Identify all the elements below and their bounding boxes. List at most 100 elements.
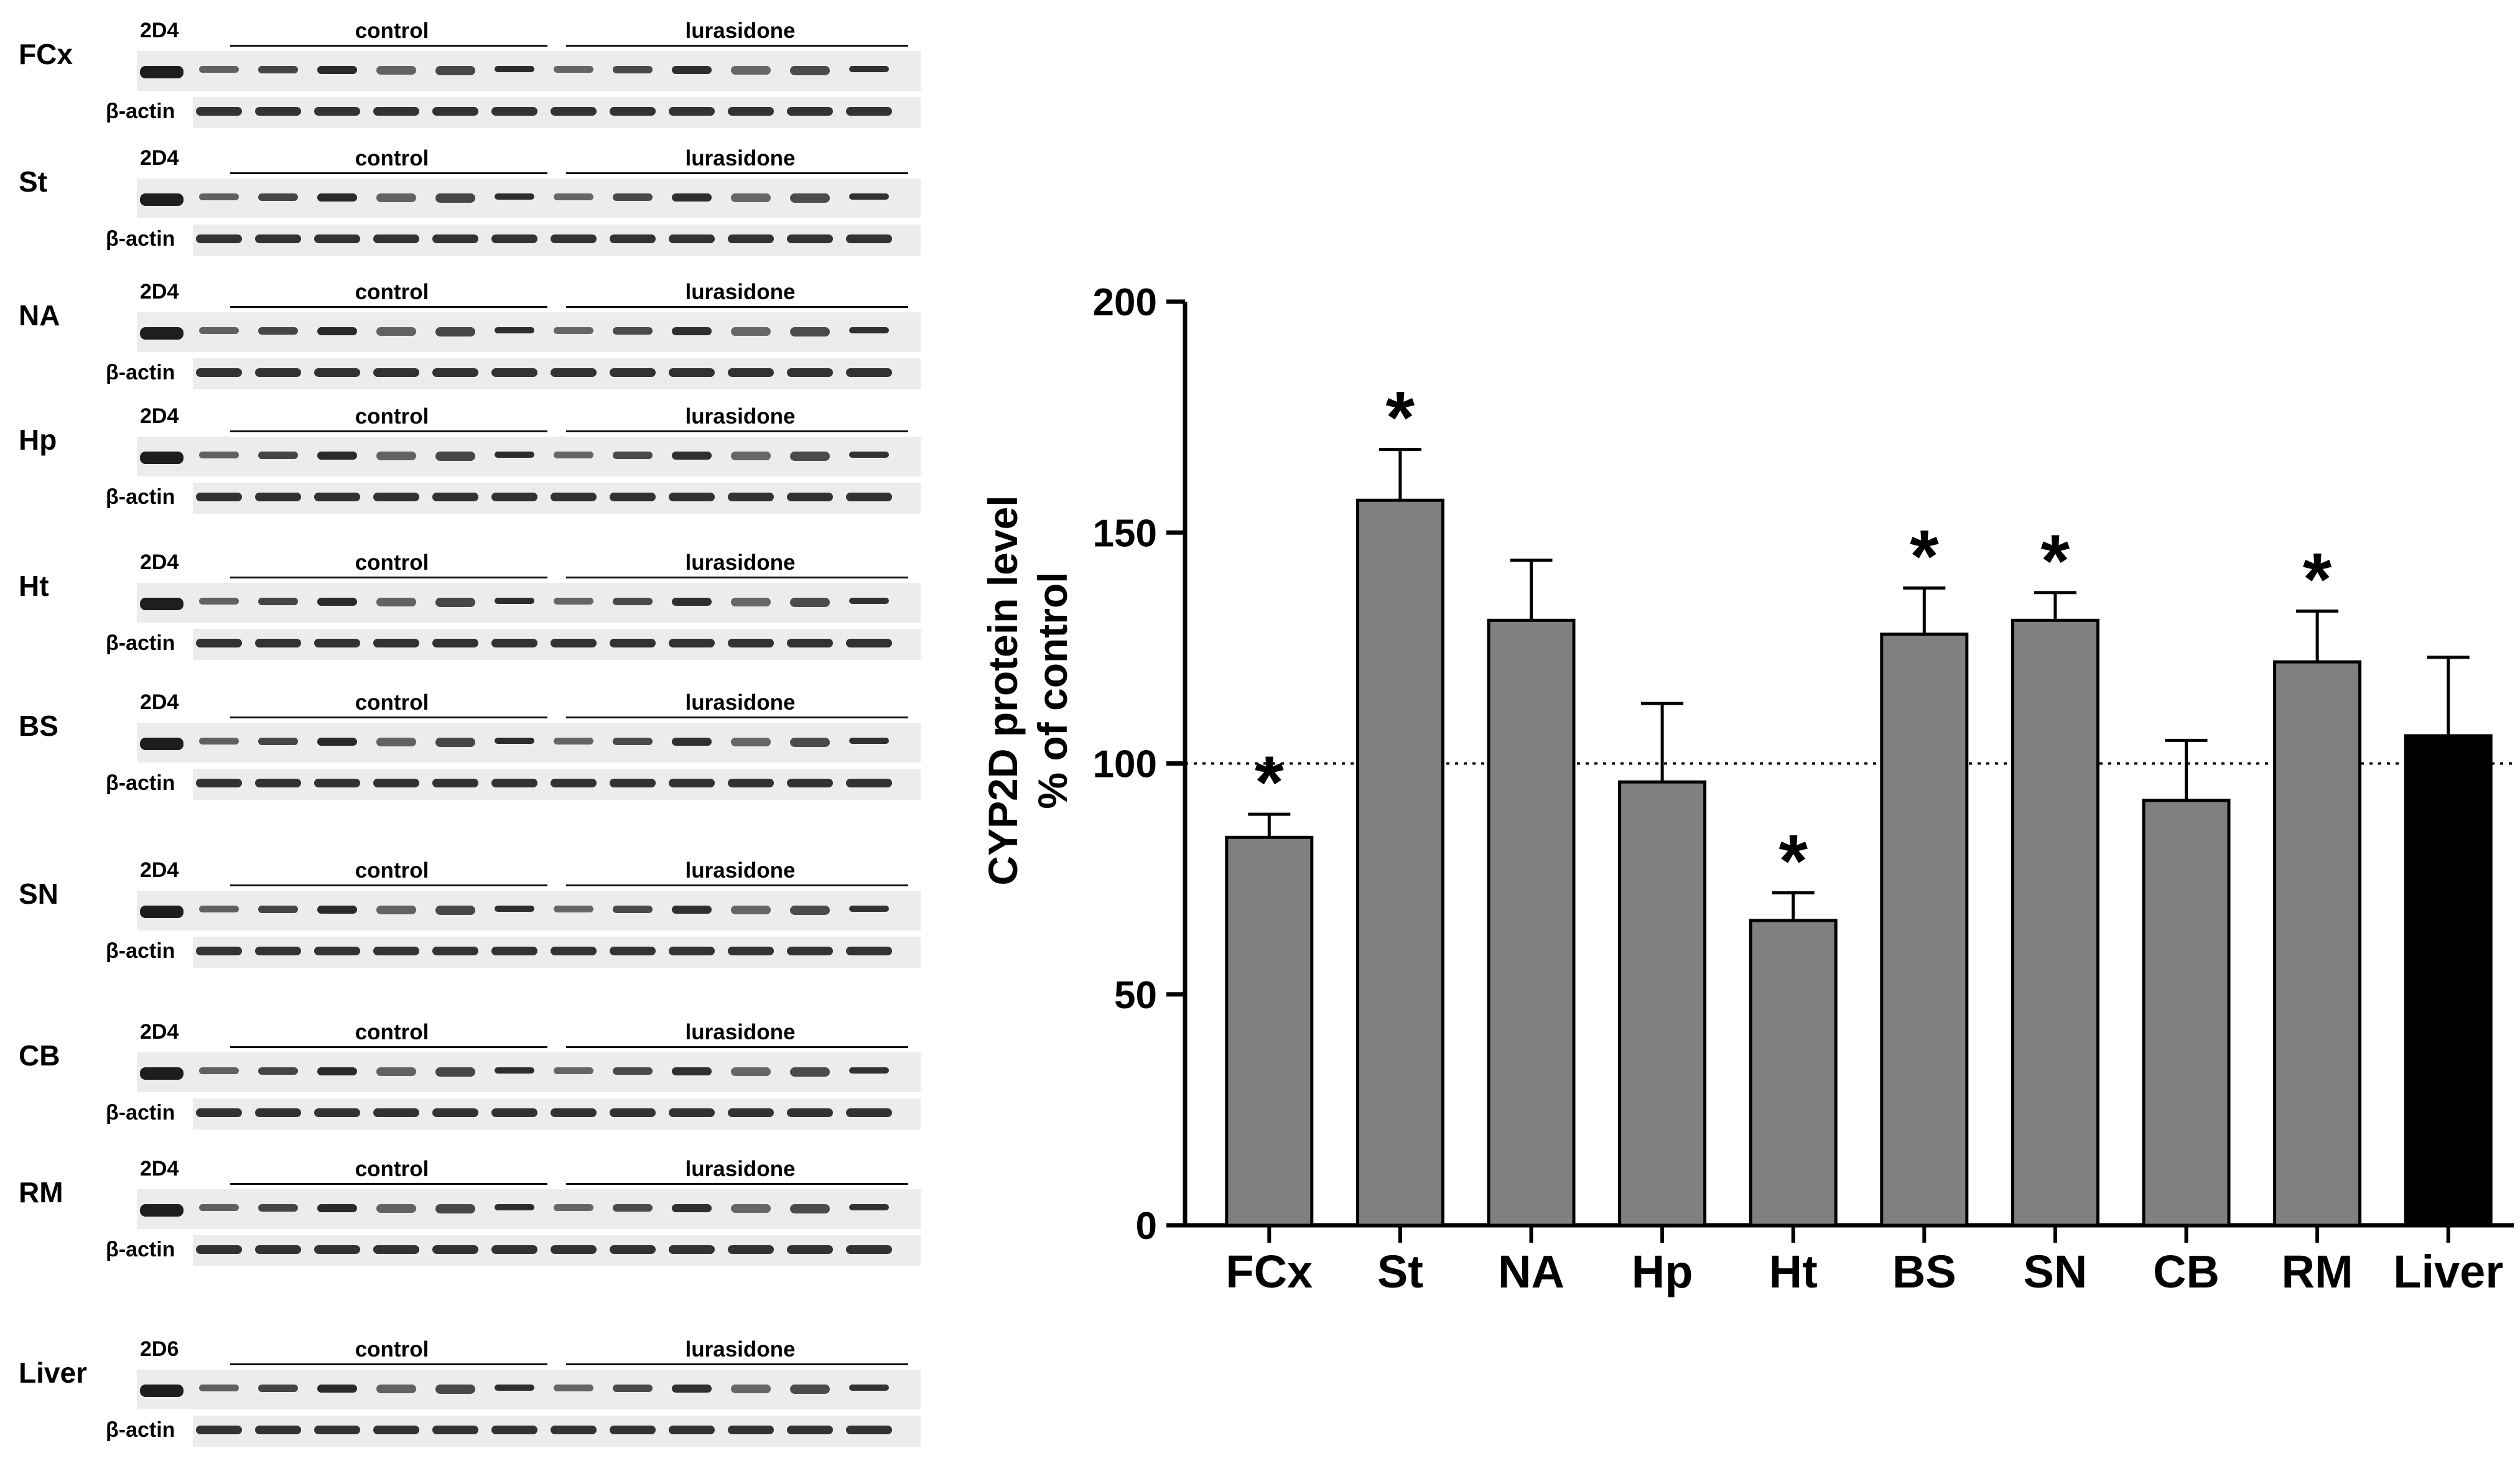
actin-band bbox=[551, 1245, 597, 1254]
blot-group-label-control: control bbox=[355, 1020, 429, 1044]
blot-band bbox=[376, 66, 416, 75]
actin-band bbox=[787, 234, 833, 243]
actin-band bbox=[846, 107, 892, 116]
blot-band bbox=[554, 598, 593, 605]
actin-band bbox=[432, 493, 478, 501]
blot-group-label-lurasidone: lurasidone bbox=[685, 19, 796, 43]
bar bbox=[1880, 633, 1969, 1227]
actin-band bbox=[432, 639, 478, 647]
actin-band bbox=[314, 107, 360, 116]
blot-band bbox=[376, 1067, 416, 1076]
blot-actin-label: β-actin bbox=[106, 771, 175, 795]
actin-band bbox=[491, 1426, 537, 1434]
actin-band bbox=[551, 107, 597, 116]
blot-band bbox=[554, 738, 593, 745]
blot-band bbox=[199, 738, 239, 745]
actin-band bbox=[551, 493, 597, 501]
actin-band bbox=[432, 1245, 478, 1254]
actin-band bbox=[610, 368, 656, 377]
actin-band bbox=[610, 493, 656, 501]
actin-band bbox=[669, 779, 715, 787]
blot-band bbox=[554, 452, 593, 458]
blot-group-label-control: control bbox=[355, 858, 429, 883]
blot-band bbox=[554, 1385, 593, 1391]
blot-band bbox=[672, 906, 712, 914]
actin-band bbox=[669, 234, 715, 243]
x-tick-label: Liver bbox=[2393, 1246, 2503, 1297]
actin-band bbox=[432, 779, 478, 787]
actin-band bbox=[432, 1426, 478, 1434]
blot-band bbox=[790, 906, 830, 915]
blot-band bbox=[495, 193, 534, 200]
actin-band bbox=[432, 368, 478, 377]
blot-group-line-lurasidone bbox=[566, 306, 908, 308]
actin-band bbox=[255, 234, 301, 243]
blot-band bbox=[672, 738, 712, 746]
blot-group-line-lurasidone bbox=[566, 1363, 908, 1365]
blot-band bbox=[199, 66, 239, 73]
blot-group-label-lurasidone: lurasidone bbox=[685, 1157, 796, 1181]
actin-band bbox=[373, 1426, 419, 1434]
actin-band bbox=[787, 947, 833, 955]
actin-band bbox=[196, 234, 242, 243]
blot-antibody-label: 2D4 bbox=[140, 858, 179, 882]
actin-band bbox=[610, 1426, 656, 1434]
blot-band bbox=[495, 598, 534, 604]
actin-band bbox=[432, 1108, 478, 1117]
blot-band bbox=[435, 906, 475, 915]
blot-region-label: NA bbox=[19, 299, 60, 332]
blot-band bbox=[613, 1204, 653, 1212]
blot-band bbox=[554, 327, 593, 334]
actin-band bbox=[314, 493, 360, 501]
blot-band bbox=[672, 452, 712, 460]
blot-group-label-lurasidone: lurasidone bbox=[685, 1337, 796, 1362]
actin-band bbox=[846, 1426, 892, 1434]
blot-band bbox=[317, 66, 357, 74]
actin-band bbox=[373, 493, 419, 501]
blot-actin-label: β-actin bbox=[106, 100, 175, 123]
blot-group-label-control: control bbox=[355, 690, 429, 715]
blot-group-label-lurasidone: lurasidone bbox=[685, 146, 796, 170]
blot-band bbox=[731, 906, 771, 914]
y-tick-label: 150 bbox=[1093, 512, 1157, 555]
blot-band bbox=[613, 193, 653, 201]
actin-band bbox=[669, 368, 715, 377]
significance-star: * bbox=[1386, 376, 1415, 460]
blot-actin-label: β-actin bbox=[106, 631, 175, 655]
blot-band bbox=[258, 738, 298, 745]
blot-group-line-control bbox=[230, 1046, 547, 1048]
blot-band bbox=[731, 193, 771, 202]
blot-band bbox=[317, 193, 357, 202]
blot-band bbox=[613, 66, 653, 73]
blot-band bbox=[790, 452, 830, 461]
bar bbox=[2273, 660, 2362, 1227]
blot-antibody-label: 2D4 bbox=[140, 280, 179, 304]
blot-group-line-lurasidone bbox=[566, 172, 908, 174]
blot-band bbox=[849, 1067, 889, 1074]
blot-band bbox=[199, 598, 239, 605]
blot-band bbox=[435, 66, 475, 75]
blot-group-label-control: control bbox=[355, 19, 429, 43]
x-tick-label: SN bbox=[2023, 1246, 2087, 1297]
blot-band bbox=[376, 906, 416, 914]
blot-band bbox=[435, 327, 475, 336]
actin-band bbox=[314, 1245, 360, 1254]
actin-band bbox=[846, 493, 892, 501]
blot-band bbox=[672, 1385, 712, 1393]
actin-band bbox=[196, 779, 242, 787]
blot-band bbox=[790, 193, 830, 203]
actin-band bbox=[255, 107, 301, 116]
blot-band bbox=[258, 327, 298, 335]
actin-band bbox=[196, 1108, 242, 1117]
blot-band bbox=[435, 1385, 475, 1394]
blot-band bbox=[258, 1385, 298, 1392]
blot-group-label-lurasidone: lurasidone bbox=[685, 550, 796, 575]
actin-band bbox=[846, 779, 892, 787]
significance-star: * bbox=[1910, 514, 1939, 598]
actin-band bbox=[787, 779, 833, 787]
actin-band bbox=[255, 368, 301, 377]
blot-band bbox=[495, 1385, 534, 1391]
actin-band bbox=[373, 107, 419, 116]
actin-band bbox=[728, 1426, 774, 1434]
blot-region-label: St bbox=[19, 165, 47, 198]
